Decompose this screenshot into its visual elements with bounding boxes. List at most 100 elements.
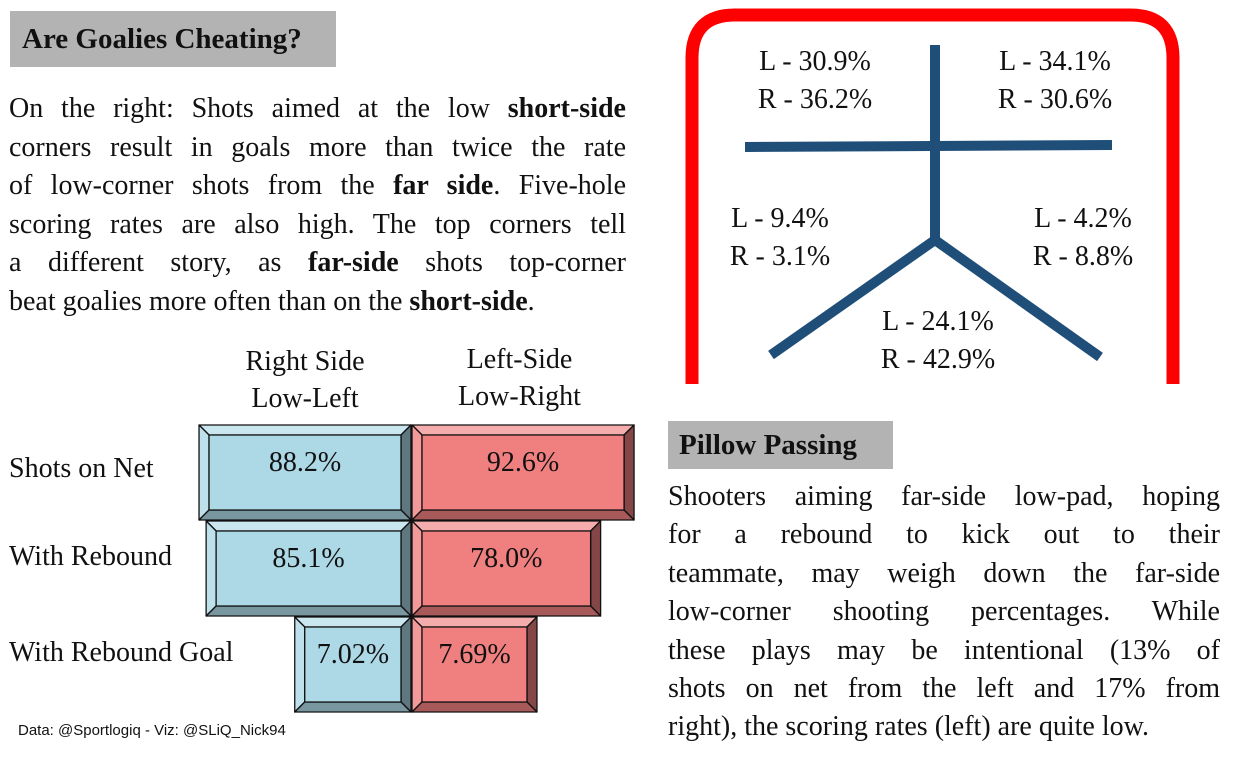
pillow-line: teammate, may weigh down the far-side [668,557,1220,589]
row-label-shots-on-net: Shots on Net [9,453,154,484]
bar-value-label: 85.1% [272,543,344,574]
intro-line: a different story, as far-side shots top… [9,244,626,283]
text-run: a different story, as [9,247,308,278]
goalie-stick-horizontal [744,140,1113,152]
column-header-line: Low-Left [251,383,359,414]
intro-line: corners result in goals more than twice … [9,129,626,168]
left-side-bar-1 [411,520,602,617]
bar-bevel-face [411,616,423,713]
pillow-line: low-corner shooting percentages. While [668,596,1220,628]
pillow-passing-paragraph: Shooters aiming far-side low-pad, hoping… [668,478,1220,747]
bar-bevel-face [411,605,602,617]
bar-bevel-face [400,520,412,617]
bar-bevel-face [198,424,412,436]
pillow-passing-header: Pillow Passing [668,421,893,469]
bar-bevel-face [411,424,423,521]
text-run: On the right: Shots aimed at the low [9,93,508,124]
data-credit-footer: Data: @Sportlogiq - Viz: @SLiQ_Nick94 [18,722,286,739]
goalie-leg-left [768,235,938,360]
pillow-line: these plays may be intentional (13% of [668,634,1220,666]
bar-bevel-face [294,616,306,713]
zone-rate-low-right: L - 4.2% [1034,203,1132,234]
goalie-leg-right [932,235,1103,362]
bar-bevel-face [294,616,412,628]
bar-value-label: 92.6% [487,447,559,478]
zone-rate-top-right: L - 34.1% [999,46,1111,77]
left-side-bar-2 [411,616,538,713]
zone-rate-low-right: R - 8.8% [1033,241,1133,272]
goal-net-frame [685,8,1180,384]
column-header-right-side: Right Side Low-Left [200,343,410,417]
bar-bevel-face [205,520,217,617]
bar-bevel-face [623,424,635,521]
row-label-with-rebound-goal: With Rebound Goal [9,637,234,668]
zone-rate-five-hole: L - 24.1% [882,306,994,337]
bar-bevel-face [411,520,602,532]
emphasis-text: far-side [308,247,399,278]
intro-line: beat goalies more often than on the shor… [9,283,626,322]
text-run: . [527,285,535,317]
bar-bevel-face [411,616,538,628]
emphasis-text: short-side [507,93,626,124]
bar-bevel-face [205,605,412,617]
pillow-line: Shooters aiming far-side low-pad, hoping [668,481,1220,512]
row-label-with-rebound: With Rebound [9,541,172,572]
text-run: of low-corner shots from the [9,170,394,201]
bar-face [215,530,402,607]
bar-face [208,434,402,511]
intro-paragraph: On the right: Shots aimed at the low sho… [9,90,626,321]
butterfly-bar-chart: 88.2% 85.1% 7.02% 92.6% 78.0% 7.69% [198,424,635,713]
text-run: . Five-hole [493,170,626,201]
bar-bevel-face [198,509,412,521]
bar-bevel-face [411,424,635,436]
right-side-bar-0 [198,424,412,521]
bar-face [421,626,528,703]
bar-bevel-face [589,520,602,617]
text-run: beat goalies more often than on the [9,285,410,317]
bar-bevel-face [294,701,412,713]
emphasis-text: short-side [409,285,528,317]
title-header: Are Goalies Cheating? [10,11,336,67]
bar-value-label: 88.2% [269,447,341,478]
pillow-line: shots on net from the left and 17% from [668,673,1220,705]
bar-value-label: 78.0% [470,543,542,574]
bar-bevel-face [411,509,635,521]
column-header-line: Low-Right [458,381,581,412]
text-run: corners result in goals more than twice … [9,131,626,163]
bar-bevel-face [411,701,538,713]
zone-rate-top-right: R - 30.6% [998,84,1112,115]
column-header-line: Right Side [245,346,365,377]
bar-bevel-face [400,616,412,713]
bar-bevel-face [400,424,412,521]
bar-face [304,626,402,703]
text-run: scoring rates are also high. The top cor… [9,208,626,240]
goal-net-diagram [685,8,1180,384]
intro-line: of low-corner shots from the far side. F… [9,167,626,206]
bar-face [421,530,592,607]
zone-rate-top-left: R - 36.2% [758,84,872,115]
zone-labels: L - 30.9% R - 36.2% L - 34.1% R - 30.6% L - … [730,46,1133,375]
bar-bevel-face [205,520,412,532]
right-side-bar-1 [205,520,412,617]
zone-rate-low-left: R - 3.1% [730,241,830,272]
pillow-line: for a rebound to kick out to their [668,519,1220,551]
right-side-bar-2 [294,616,412,713]
zone-rate-low-left: L - 9.4% [731,203,829,234]
bar-face [421,434,625,511]
bar-value-label: 7.02% [317,639,389,670]
intro-line: scoring rates are also high. The top cor… [9,206,626,245]
bar-bevel-face [198,424,210,521]
bar-value-label: 7.69% [438,639,510,670]
bar-bevel-face [526,616,538,713]
intro-line: On the right: Shots aimed at the low sho… [9,90,626,129]
text-run: shots top-corner [398,247,626,278]
column-header-left-side: Left-Side Low-Right [412,341,627,415]
bar-bevel-face [411,520,423,617]
left-side-bar-0 [411,424,635,521]
column-header-line: Left-Side [466,344,573,375]
emphasis-text: far side [393,170,494,201]
pillow-line: right), the scoring rates (left) are qui… [668,711,1150,743]
zone-rate-top-left: L - 30.9% [759,46,871,77]
zone-rate-five-hole: R - 42.9% [881,344,995,375]
